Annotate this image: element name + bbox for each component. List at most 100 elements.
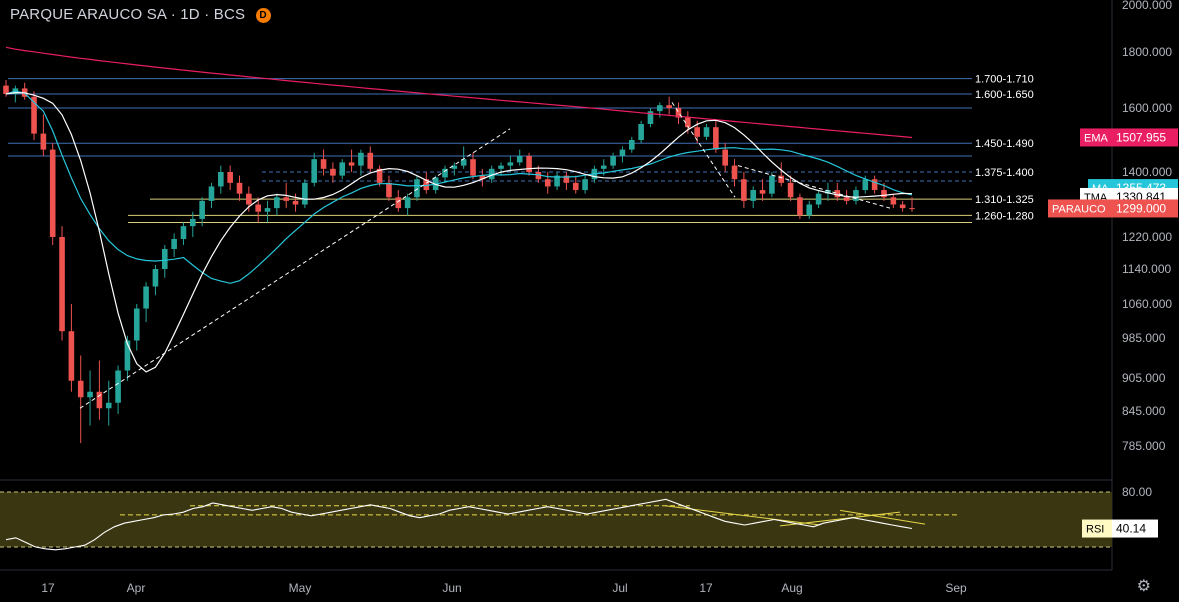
candle-body[interactable] xyxy=(395,197,402,209)
candle-body[interactable] xyxy=(68,331,75,381)
candle-body[interactable] xyxy=(638,124,644,140)
candle-body[interactable] xyxy=(124,340,131,371)
candle-body[interactable] xyxy=(834,190,841,198)
candle-body[interactable] xyxy=(115,370,121,403)
rsi-badge[interactable]: RSI 40.14 xyxy=(1082,519,1158,538)
candle-body[interactable] xyxy=(610,156,616,166)
candle-body[interactable] xyxy=(376,168,383,183)
candle-body[interactable] xyxy=(899,204,906,209)
candle-body[interactable] xyxy=(572,182,579,191)
ma-line[interactable] xyxy=(5,90,913,284)
tma-line[interactable] xyxy=(5,91,913,373)
candle-body[interactable] xyxy=(909,208,915,210)
candle-body[interactable] xyxy=(180,226,187,239)
candle-body[interactable] xyxy=(218,172,224,187)
candle-body[interactable] xyxy=(283,197,290,201)
candle-body[interactable] xyxy=(787,182,794,198)
candle-body[interactable] xyxy=(302,182,308,205)
candle-body[interactable] xyxy=(516,156,523,163)
candle-body[interactable] xyxy=(881,190,887,198)
candle-body[interactable] xyxy=(330,168,336,176)
candle-body[interactable] xyxy=(451,165,458,169)
candle-body[interactable] xyxy=(255,204,261,212)
candle-body[interactable] xyxy=(133,308,140,341)
indicator-badge-ema[interactable]: EMA 1507.955 xyxy=(1080,128,1178,147)
candle-body[interactable] xyxy=(77,380,84,398)
candle-body[interactable] xyxy=(862,179,869,191)
candle-body[interactable] xyxy=(348,162,355,166)
candle-body[interactable] xyxy=(3,85,9,94)
candle-body[interactable] xyxy=(890,197,897,205)
symbol-name[interactable]: PARQUE ARAUCO SA xyxy=(10,6,167,23)
candle-body[interactable] xyxy=(647,111,654,124)
candle-body[interactable] xyxy=(628,140,635,150)
rsi-trendline[interactable] xyxy=(839,509,926,525)
candle-body[interactable] xyxy=(544,179,551,187)
indicator-badge-parauco[interactable]: PARAUCO 1299.000 xyxy=(1048,199,1178,218)
candle-body[interactable] xyxy=(731,165,738,180)
candle-body[interactable] xyxy=(460,159,467,166)
candle-body[interactable] xyxy=(507,162,514,166)
candle-body[interactable] xyxy=(208,186,215,201)
candle-body[interactable] xyxy=(320,159,327,169)
candle-body[interactable] xyxy=(311,159,318,183)
candle-body[interactable] xyxy=(274,197,280,209)
candle-body[interactable] xyxy=(666,105,672,108)
candle-body[interactable] xyxy=(49,149,56,237)
candle-body[interactable] xyxy=(703,127,710,137)
rsi-trendline[interactable] xyxy=(779,511,901,527)
candle-body[interactable] xyxy=(227,172,233,183)
candle-body[interactable] xyxy=(87,391,93,398)
candle-body[interactable] xyxy=(171,239,177,249)
candle-body[interactable] xyxy=(741,179,747,201)
trendline-up[interactable] xyxy=(79,128,511,409)
interval-label[interactable]: 1D xyxy=(180,6,200,23)
candle-body[interactable] xyxy=(190,218,196,227)
ema-line[interactable] xyxy=(5,46,913,139)
candle-body[interactable] xyxy=(479,175,486,180)
candle-body[interactable] xyxy=(143,286,149,309)
candle-body[interactable] xyxy=(423,179,430,191)
candle-body[interactable] xyxy=(161,249,168,269)
candle-body[interactable] xyxy=(292,200,299,205)
candle-body[interactable] xyxy=(199,200,205,219)
candle-body[interactable] xyxy=(498,165,504,169)
candle-body[interactable] xyxy=(853,190,859,201)
candle-body[interactable] xyxy=(339,162,346,176)
rsi-line[interactable] xyxy=(5,498,913,551)
trendline-down-2[interactable] xyxy=(737,165,891,209)
candle-body[interactable] xyxy=(105,402,112,409)
candle-body[interactable] xyxy=(685,117,691,128)
candle-body[interactable] xyxy=(414,179,420,198)
candle-body[interactable] xyxy=(386,182,392,198)
candle-body[interactable] xyxy=(31,96,37,134)
candle-body[interactable] xyxy=(713,127,719,150)
candle-body[interactable] xyxy=(778,175,785,183)
candle-body[interactable] xyxy=(825,190,831,194)
candle-body[interactable] xyxy=(404,197,411,209)
candle-body[interactable] xyxy=(96,391,103,409)
candle-body[interactable] xyxy=(675,108,682,118)
candle-body[interactable] xyxy=(750,190,757,201)
candle-body[interactable] xyxy=(563,175,570,183)
candle-body[interactable] xyxy=(582,179,588,191)
candle-body[interactable] xyxy=(526,156,532,172)
candle-body[interactable] xyxy=(59,237,65,332)
candle-body[interactable] xyxy=(722,149,728,166)
candle-body[interactable] xyxy=(535,172,542,180)
candle-body[interactable] xyxy=(358,152,364,166)
candle-body[interactable] xyxy=(442,168,448,178)
candle-body[interactable] xyxy=(769,175,775,194)
candle-body[interactable] xyxy=(600,165,607,169)
candle-body[interactable] xyxy=(843,197,850,201)
candle-body[interactable] xyxy=(152,269,159,287)
candle-body[interactable] xyxy=(619,149,626,156)
candle-body[interactable] xyxy=(797,197,803,216)
candle-body[interactable] xyxy=(246,193,252,205)
candle-body[interactable] xyxy=(40,133,47,150)
candle-body[interactable] xyxy=(657,105,663,112)
candle-body[interactable] xyxy=(694,127,700,137)
candle-body[interactable] xyxy=(806,204,813,216)
trendline-down[interactable] xyxy=(671,102,736,198)
